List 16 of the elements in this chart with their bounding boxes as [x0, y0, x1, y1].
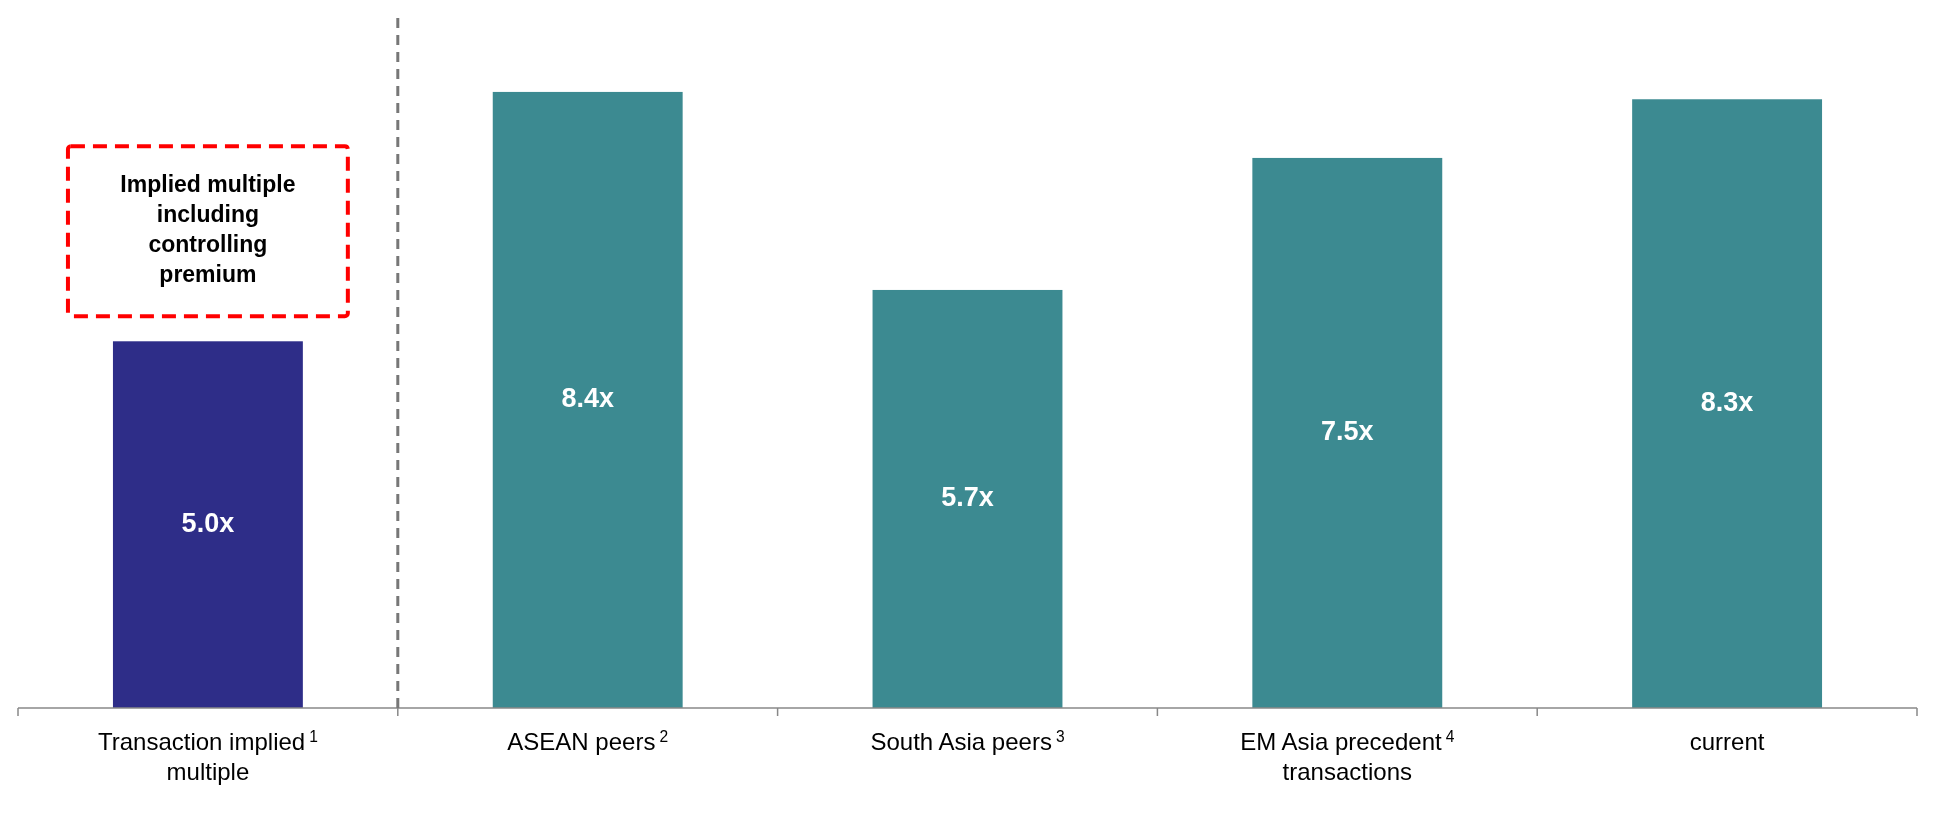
category-label: EM Asia precedent$^{4}$ transactions	[1240, 727, 1455, 785]
data-label: 8.3x	[1700, 386, 1754, 417]
annotation: Implied multiple including controlling premium	[120, 171, 296, 288]
data-label: 5.7x	[941, 482, 994, 513]
x-tick-label: ASEAN peers$^{2}$	[507, 727, 669, 755]
x-tick-label: South Asia peers$^{3}$	[870, 727, 1065, 755]
category-label: Transaction implied$^{1}$ multiple	[97, 727, 318, 785]
bar	[492, 91, 683, 708]
x-tick-label: current	[1689, 728, 1765, 755]
data-label: 8.4x	[561, 383, 614, 414]
data-label: 7.5x	[1321, 416, 1374, 447]
bar	[112, 341, 303, 708]
data-label: 5.0x	[181, 507, 235, 538]
bar	[1252, 157, 1443, 708]
bar	[1632, 99, 1823, 708]
bar	[872, 289, 1063, 708]
